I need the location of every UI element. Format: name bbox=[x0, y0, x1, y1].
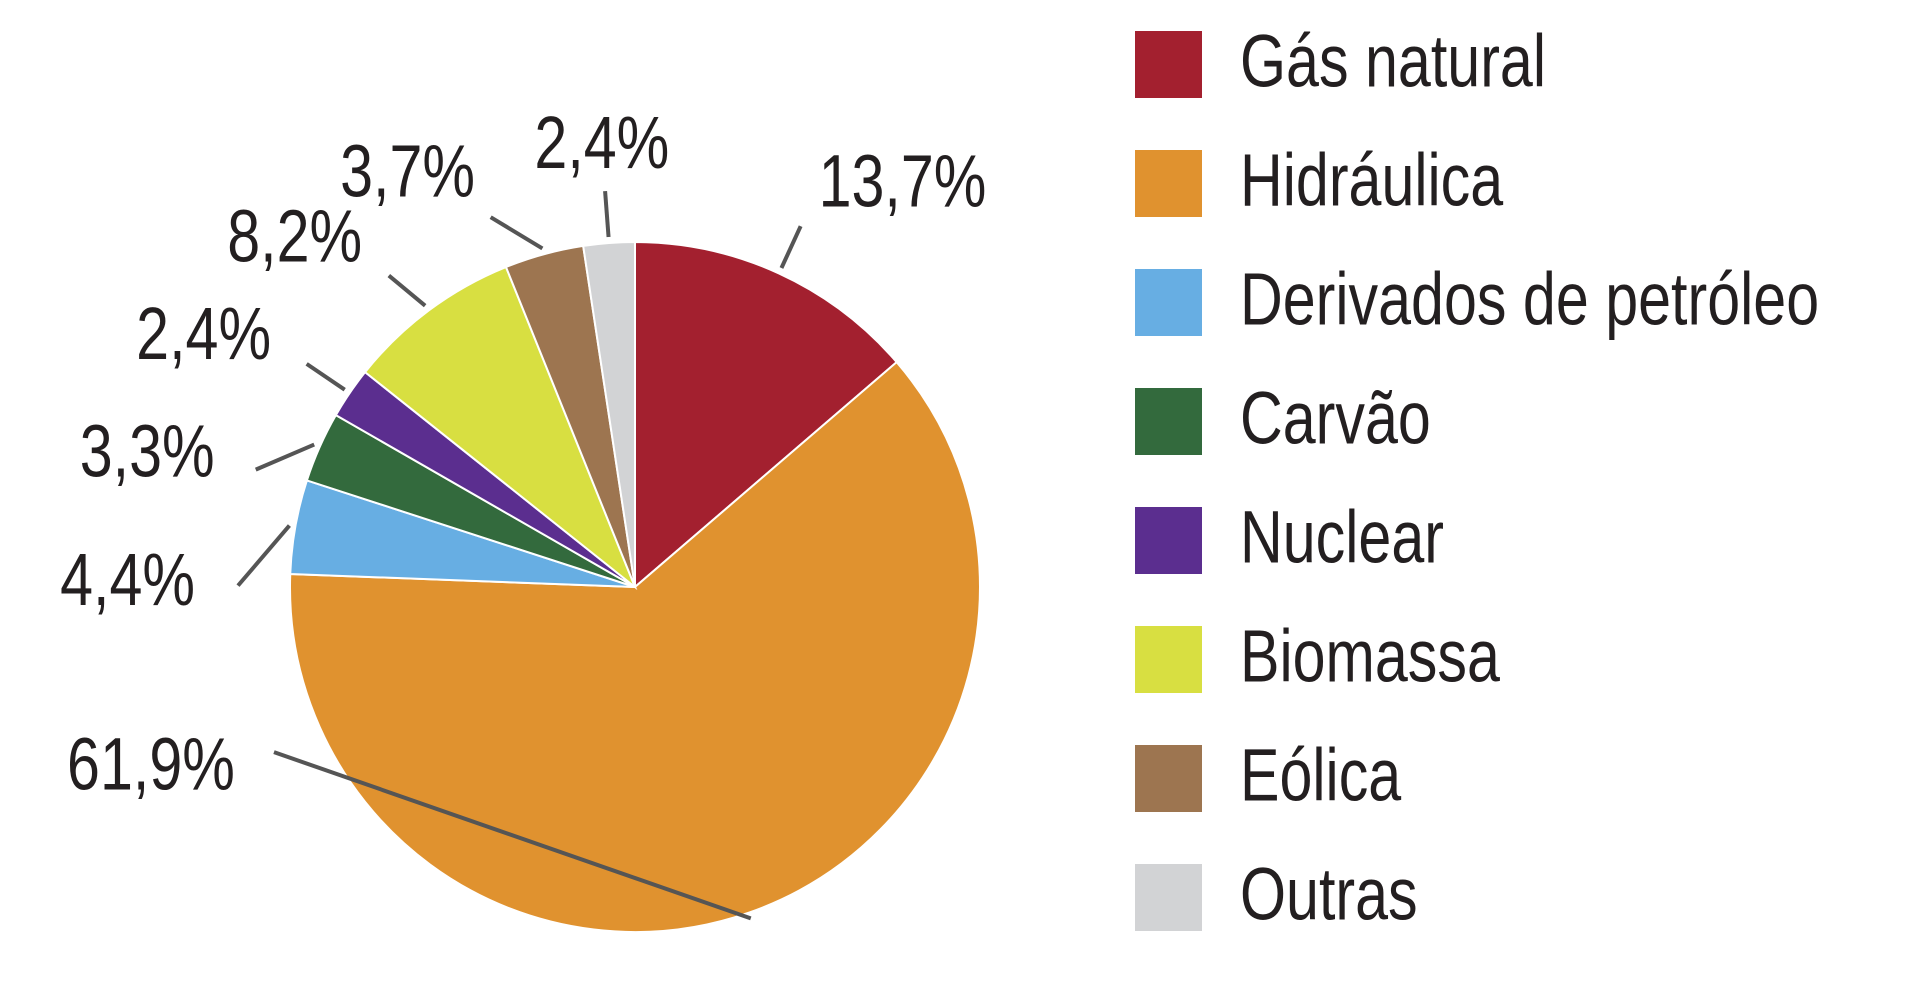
leader-line bbox=[236, 524, 291, 587]
legend-swatch bbox=[1135, 31, 1202, 98]
legend-label: Outras bbox=[1240, 853, 1418, 936]
legend-label: Derivados de petróleo bbox=[1240, 258, 1819, 341]
leader-line bbox=[603, 190, 611, 238]
legend-label: Carvão bbox=[1240, 377, 1431, 460]
data-label: 61,9% bbox=[67, 723, 235, 806]
data-label: 8,2% bbox=[227, 195, 362, 278]
leader-line bbox=[387, 273, 427, 308]
pie-slice bbox=[289, 360, 981, 933]
data-label: 13,7% bbox=[819, 140, 987, 223]
pie-slice bbox=[363, 265, 638, 591]
legend-swatch bbox=[1135, 864, 1202, 931]
leader-line bbox=[273, 750, 752, 921]
legend-label: Nuclear bbox=[1240, 496, 1444, 579]
data-label: 3,3% bbox=[80, 410, 215, 493]
leader-line bbox=[489, 215, 544, 251]
legend-swatch bbox=[1135, 150, 1202, 217]
legend-swatch bbox=[1135, 745, 1202, 812]
legend-swatch bbox=[1135, 269, 1202, 336]
leader-line bbox=[779, 225, 803, 269]
legend-swatch bbox=[1135, 388, 1202, 455]
legend-label: Gás natural bbox=[1240, 20, 1546, 103]
data-label: 4,4% bbox=[60, 539, 195, 622]
leader-line bbox=[305, 362, 346, 392]
pie-slice bbox=[634, 240, 899, 590]
legend-label: Hidráulica bbox=[1240, 139, 1504, 222]
legend-label: Eólica bbox=[1240, 734, 1402, 817]
data-label: 3,7% bbox=[340, 130, 475, 213]
pie-slice bbox=[582, 240, 636, 588]
leader-line bbox=[254, 442, 315, 472]
data-label: 2,4% bbox=[136, 293, 271, 376]
legend-label: Biomassa bbox=[1240, 615, 1501, 698]
data-label: 2,4% bbox=[534, 102, 669, 185]
legend-swatch bbox=[1135, 507, 1202, 574]
legend-swatch bbox=[1135, 626, 1202, 693]
